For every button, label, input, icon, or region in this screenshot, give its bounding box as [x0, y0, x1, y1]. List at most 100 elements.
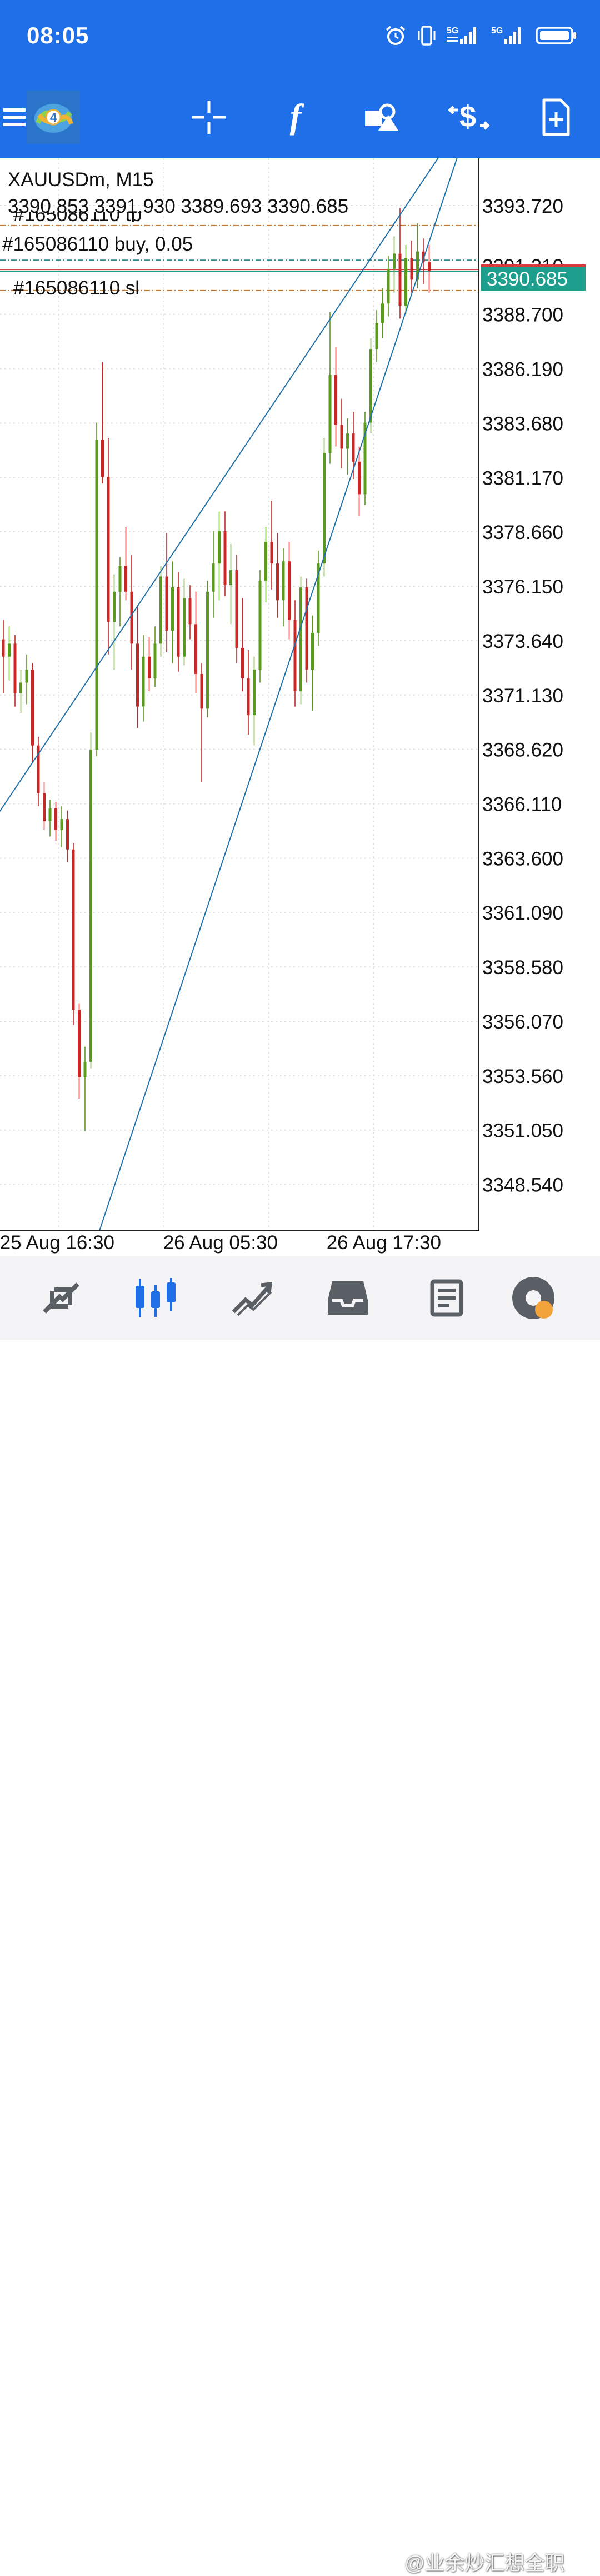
candle-body	[101, 440, 104, 477]
y-tick-label: 3361.090	[482, 902, 563, 924]
candle	[428, 244, 431, 293]
trendline[interactable]	[82, 158, 462, 1256]
candle	[72, 843, 75, 1025]
candle-body	[253, 670, 256, 716]
candle-body	[247, 678, 250, 716]
candle-body	[340, 425, 343, 449]
candle	[130, 555, 133, 670]
candle-body	[107, 477, 110, 622]
candle-body	[323, 453, 326, 564]
svg-text:4: 4	[50, 111, 57, 124]
y-tick-label: 3393.720	[482, 196, 563, 217]
candle	[171, 561, 174, 663]
candle-body	[311, 632, 314, 670]
candle	[334, 347, 337, 447]
candle	[177, 572, 180, 672]
candle	[223, 511, 227, 596]
app-logo-icon: 4	[27, 91, 80, 144]
candle-body	[130, 591, 133, 644]
menu-icon[interactable]	[0, 91, 41, 144]
candle-body	[183, 598, 186, 657]
candle-body	[428, 262, 431, 271]
trade-icon[interactable]	[224, 1273, 280, 1323]
y-tick-label: 3366.110	[482, 794, 562, 816]
candle	[8, 626, 11, 681]
indicators-icon[interactable]: f	[269, 91, 322, 144]
candle	[258, 570, 262, 683]
candle	[317, 550, 320, 646]
candle-body	[148, 656, 151, 678]
candle	[288, 542, 291, 640]
candle-body	[136, 643, 139, 707]
candle-body	[223, 531, 227, 586]
chart-icon[interactable]	[128, 1273, 183, 1323]
crosshair-icon[interactable]	[182, 91, 236, 144]
candle	[19, 670, 22, 713]
vibrate-icon	[418, 26, 436, 46]
candle	[393, 236, 396, 293]
candle-body	[288, 561, 291, 620]
candle	[183, 578, 186, 666]
signal-5g-label: 5G	[447, 26, 458, 36]
candle	[328, 312, 332, 464]
objects-icon[interactable]	[356, 91, 409, 144]
candle	[340, 398, 343, 468]
chart-area[interactable]: XAUUSDm, M15 3390.853 3391.930 3389.693 …	[0, 158, 600, 1256]
candle	[66, 810, 69, 863]
candle-body	[206, 591, 209, 709]
trendline[interactable]	[0, 158, 447, 828]
price-chart[interactable]: XAUUSDm, M15 3390.853 3391.930 3389.693 …	[0, 158, 600, 1256]
order-sl-label: #165086110 sl	[13, 277, 139, 299]
candle-body	[43, 793, 46, 822]
candle	[142, 635, 145, 722]
candle-body	[235, 570, 238, 648]
new-order-icon[interactable]	[529, 91, 583, 144]
candle	[387, 256, 390, 317]
order-buy-label: #165086110 buy, 0.05	[2, 233, 193, 255]
candle	[305, 578, 308, 683]
candle-body	[171, 587, 174, 631]
candle	[83, 1046, 87, 1131]
history-icon[interactable]	[320, 1273, 376, 1323]
candle-body	[194, 624, 197, 674]
trade-icon[interactable]: $	[442, 91, 496, 144]
messages-icon[interactable]	[419, 1273, 474, 1323]
candle-body	[334, 375, 337, 425]
candle-body	[293, 620, 297, 692]
candle	[31, 663, 34, 763]
candle-body	[89, 750, 92, 1062]
y-tick-label: 3368.620	[482, 740, 563, 761]
y-tick-label: 3356.070	[482, 1011, 563, 1033]
candle	[293, 600, 297, 707]
y-tick-label: 3371.130	[482, 685, 563, 707]
candle	[218, 511, 221, 601]
candle-body	[358, 461, 361, 495]
candle-body	[270, 542, 273, 564]
candle-body	[153, 643, 157, 678]
candle-body	[369, 349, 372, 423]
candle	[276, 533, 279, 618]
svg-text:f: f	[290, 99, 304, 136]
candle-body	[422, 251, 425, 263]
candle-body	[95, 440, 98, 750]
candle	[253, 656, 256, 746]
candle-body	[177, 587, 180, 657]
candle	[25, 654, 28, 705]
candle-body	[282, 561, 285, 601]
candle-body	[31, 670, 34, 746]
candle-body	[387, 268, 390, 304]
alarm-icon	[386, 26, 406, 45]
candle	[136, 605, 139, 728]
settings-icon[interactable]	[506, 1273, 561, 1323]
candle-body	[305, 587, 308, 670]
candle	[229, 544, 232, 625]
y-tick-label: 3358.580	[482, 957, 563, 979]
candle-body	[159, 576, 162, 644]
symbol-timeframe: XAUUSDm, M15	[8, 169, 154, 191]
candle-body	[8, 643, 11, 657]
status-time: 08:05	[27, 22, 89, 48]
candle	[200, 663, 203, 782]
y-tick-label: 3381.170	[482, 467, 563, 489]
quotes-icon[interactable]	[33, 1273, 89, 1323]
candle-body	[118, 566, 122, 592]
